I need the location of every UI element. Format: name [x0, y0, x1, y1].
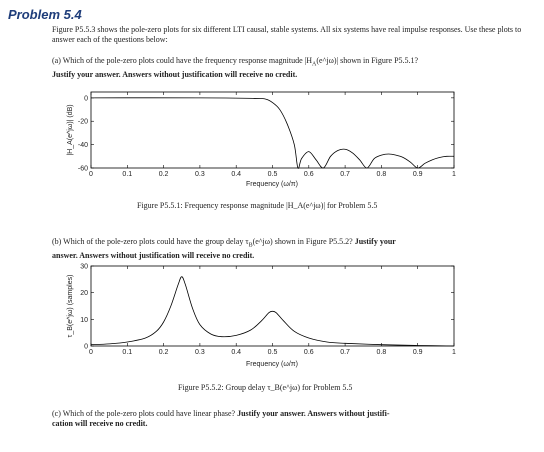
- figure-1-ytick-label: -40: [78, 142, 88, 149]
- figure-1-xtick-label: 0.7: [340, 171, 350, 178]
- figure-2-yticks: 0 10 20 30: [80, 264, 454, 351]
- figure-2-xlabel: Frequency (ω/π): [246, 361, 298, 368]
- part-c-justify-rest: cation will receive no credit.: [52, 419, 148, 428]
- intro-paragraph: Figure P5.5.3 shows the pole-zero plots …: [52, 25, 522, 45]
- part-a-prefix: (a) Which of the pole-zero plots could h…: [52, 56, 313, 65]
- part-b-justify-inline: Justify your: [354, 237, 396, 246]
- figure-2-xtick-label: 0: [89, 349, 93, 356]
- part-c-justify: Justify your answer. Answers without jus…: [237, 409, 390, 418]
- figure-1-xtick-label: 0.4: [231, 171, 241, 178]
- figure-2-xtick-label: 0.4: [231, 349, 241, 356]
- figure-2-ytick-label: 20: [80, 290, 88, 297]
- figure-1-xtick-label: 0.3: [195, 171, 205, 178]
- figure-2-xtick-label: 0.8: [377, 349, 387, 356]
- part-a-justify: Justify your answer. Answers without jus…: [52, 69, 298, 79]
- figure-2-xticks: 0 0.1 0.2 0.3 0.4 0.5 0.6 0.7 0.8 0.9 1: [89, 266, 456, 356]
- figure-2-xtick-label: 0.9: [413, 349, 423, 356]
- figure-1-series-line: [90, 97, 455, 169]
- figure-2-ytick-label: 10: [80, 317, 88, 324]
- figure-2-xtick-label: 1: [452, 349, 456, 356]
- figure-2-xtick-label: 0.3: [195, 349, 205, 356]
- figure-2-plot: τ_B(e^jω) (samples) Frequency (ω/π) 0 0.1…: [67, 264, 456, 369]
- part-b-sub: B: [248, 242, 253, 249]
- figure-1-caption: Figure P5.5.1: Frequency response magnit…: [137, 201, 378, 210]
- part-a-suffix: (e^jω)| shown in Figure P5.5.1?: [316, 56, 419, 65]
- figure-1-xtick-label: 0.1: [122, 171, 132, 178]
- figure-1-xtick-label: 0.9: [413, 171, 423, 178]
- part-b-justify-rest: answer. Answers without justification wi…: [52, 250, 255, 260]
- part-c-text: (c) Which of the pole-zero plots could h…: [52, 409, 236, 418]
- figure-1-xlabel: Frequency (ω/π): [246, 181, 298, 188]
- intro-text: Figure P5.5.3 shows the pole-zero plots …: [52, 25, 522, 44]
- figure-2-xtick-label: 0.5: [268, 349, 278, 356]
- figure-1-ytick-label: -20: [78, 119, 88, 126]
- figure-2-ytick-label: 30: [80, 264, 88, 271]
- problem-title: Problem 5.4: [8, 7, 82, 22]
- part-a-question: (a) Which of the pole-zero plots could h…: [52, 56, 522, 80]
- part-b-prefix: (b) Which of the pole-zero plots could h…: [52, 237, 249, 246]
- figure-1-xtick-label: 0.5: [268, 171, 278, 178]
- figure-1-xtick-label: 0.8: [377, 171, 387, 178]
- part-b-question: (b) Which of the pole-zero plots could h…: [52, 237, 522, 261]
- figure-1-ytick-label: 0: [84, 95, 88, 102]
- figure-2-axes-box: [90, 265, 455, 347]
- figure-2-ytick-label: 0: [84, 344, 88, 351]
- figure-2-caption: Figure P5.5.2: Group delay τ_B(e^jω) for…: [178, 383, 353, 392]
- figure-1-ytick-label: -60: [78, 166, 88, 173]
- figure-1-xtick-label: 0.6: [304, 171, 314, 178]
- part-b-suffix: (e^jω) shown in Figure P5.5.2?: [252, 237, 353, 246]
- figure-2-series-line: [90, 276, 455, 347]
- figure-2-xtick-label: 0.1: [122, 349, 132, 356]
- figure-1-plot: |H_A(e^jω)| (dB) Frequency (ω/π) 0 0.1 0.2…: [67, 91, 456, 188]
- part-a-sub: A: [312, 61, 317, 68]
- figure-1-xtick-label: 1: [452, 171, 456, 178]
- figure-1-xtick-label: 0.2: [159, 171, 169, 178]
- figure-2-xtick-label: 0.6: [304, 349, 314, 356]
- figure-2-xtick-label: 0.2: [159, 349, 169, 356]
- part-c-question: (c) Which of the pole-zero plots could h…: [52, 409, 522, 429]
- figure-1-yticks: 0 -20 -40 -60: [78, 95, 454, 173]
- figure-2-ylabel: τ_B(e^jω) (samples): [67, 275, 74, 338]
- figure-1-ylabel: |H_A(e^jω)| (dB): [67, 104, 74, 155]
- figure-2-xtick-label: 0.7: [340, 349, 350, 356]
- figure-1-xticks: 0 0.1 0.2 0.3 0.4 0.5 0.6 0.7 0.8 0.9 1: [89, 92, 456, 178]
- figure-1-xtick-label: 0: [89, 171, 93, 178]
